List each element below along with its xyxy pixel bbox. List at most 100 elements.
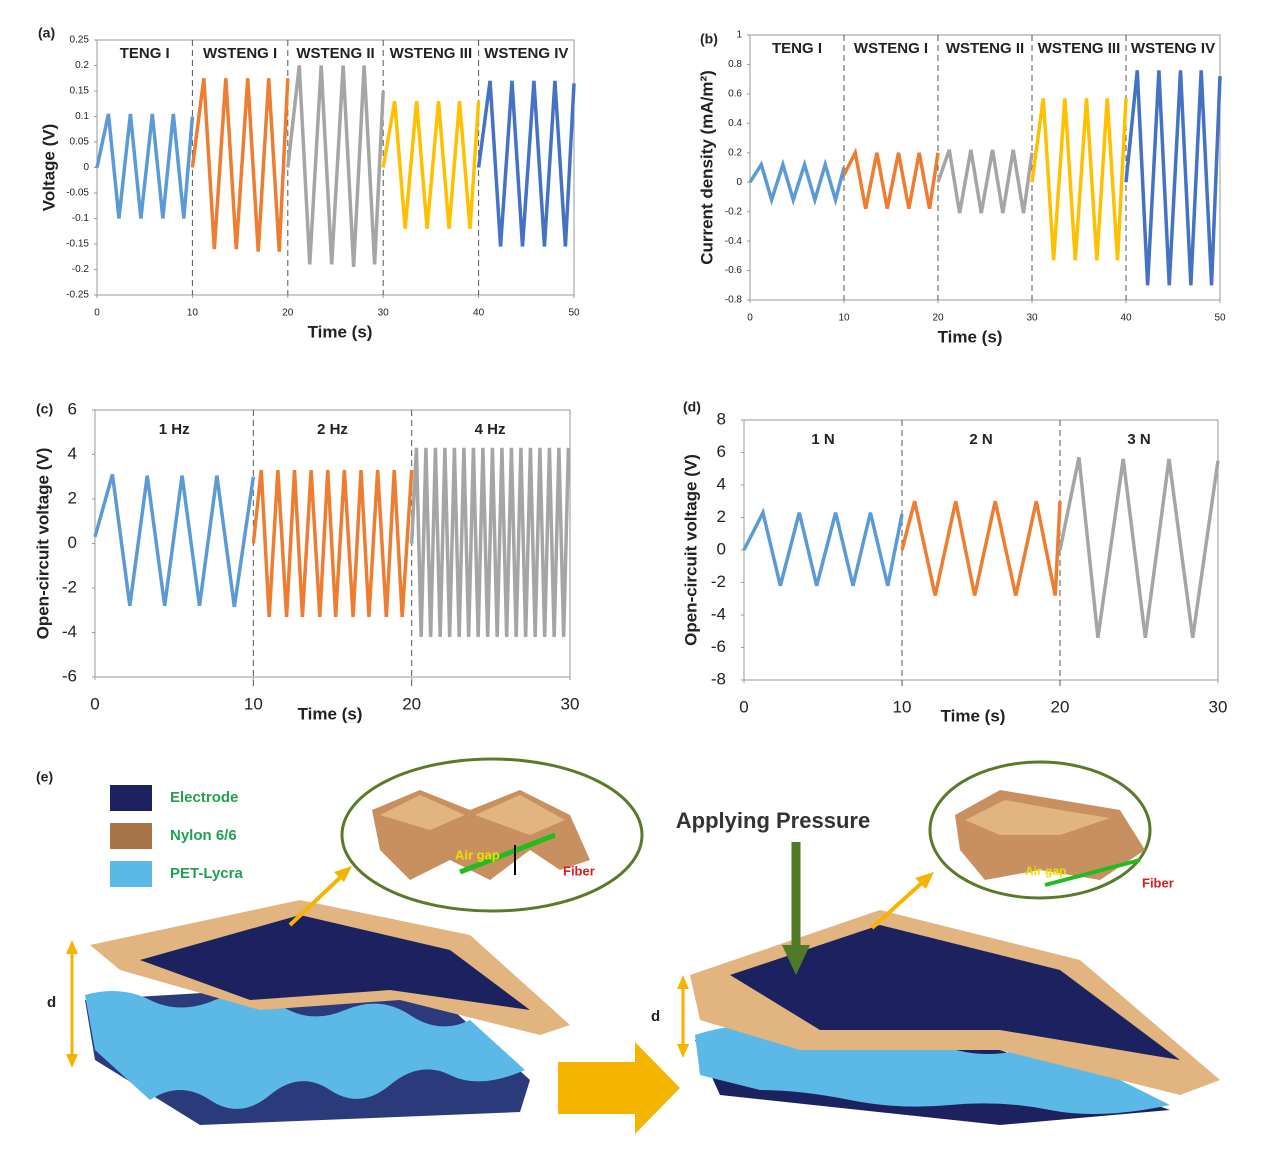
- electrode-layer: [730, 925, 1180, 1060]
- y-tick-label: -0.8: [725, 295, 743, 306]
- distance-label: d: [651, 1008, 660, 1025]
- y-tick-label: 0.2: [728, 147, 742, 158]
- y-tick-label: -8: [711, 669, 726, 688]
- data-line: [409, 447, 571, 637]
- y-tick-label: 4: [717, 474, 726, 493]
- panel-label: (e): [36, 769, 53, 785]
- y-tick-label: -0.6: [725, 265, 743, 276]
- segment-label: WSTENG I: [854, 40, 928, 57]
- y-tick-label: -0.05: [66, 188, 89, 199]
- x-axis-label: Time (s): [308, 322, 373, 341]
- y-tick-label: -2: [711, 572, 726, 591]
- transition-arrow: [558, 1042, 680, 1134]
- data-line: [842, 147, 940, 210]
- x-axis-label: Time (s): [941, 706, 1006, 725]
- legend-swatch: [110, 785, 152, 811]
- pet-lycra-layer: [85, 991, 525, 1109]
- y-tick-label: 6: [717, 442, 726, 461]
- legend-swatch: [110, 861, 152, 887]
- y-tick-label: -0.1: [72, 213, 90, 224]
- data-line: [1124, 70, 1222, 286]
- x-tick-label: 30: [378, 308, 390, 319]
- y-tick-label: 0.4: [728, 118, 742, 129]
- y-tick-label: 6: [68, 399, 77, 418]
- panel-label: (d): [683, 399, 701, 415]
- y-tick-label: -6: [62, 666, 77, 685]
- air-gap-label: Air gap: [455, 847, 500, 862]
- data-line: [190, 78, 290, 252]
- d-arrow-head: [677, 1044, 689, 1058]
- x-tick-label: 30: [561, 694, 580, 713]
- segment-label: TENG I: [120, 45, 170, 62]
- x-tick-label: 0: [739, 697, 748, 716]
- x-tick-label: 30: [1026, 313, 1038, 324]
- segment-label: 2 Hz: [317, 421, 348, 438]
- data-line: [476, 80, 576, 247]
- legend-label: Electrode: [170, 789, 238, 806]
- legend-label: Nylon 6/6: [170, 827, 237, 844]
- x-tick-label: 20: [932, 313, 944, 324]
- y-axis-label: Voltage (V): [39, 124, 58, 212]
- x-tick-label: 40: [473, 308, 485, 319]
- data-line: [900, 500, 1062, 596]
- x-tick-label: 50: [568, 308, 580, 319]
- pressure-arrow-head: [782, 945, 810, 975]
- y-tick-label: 1: [736, 30, 742, 41]
- d-arrow-head: [66, 940, 78, 954]
- y-tick-label: 4: [68, 444, 77, 463]
- panel-label: (a): [38, 25, 55, 41]
- x-tick-label: 10: [838, 313, 850, 324]
- segment-label: WSTENG II: [296, 45, 374, 62]
- x-tick-label: 40: [1120, 313, 1132, 324]
- data-line: [381, 100, 481, 229]
- y-tick-label: -2: [62, 577, 77, 596]
- data-line: [742, 507, 904, 587]
- y-tick-label: 2: [68, 488, 77, 507]
- data-line: [95, 113, 195, 219]
- fiber-detail: [380, 795, 465, 830]
- panel-label: (b): [700, 31, 718, 47]
- zoom-arrow-head: [915, 872, 934, 889]
- data-line: [251, 469, 414, 618]
- diagram: (e) Electrode Nylon 6/6 PET-Lycra d Air …: [36, 757, 1220, 1134]
- fiber-label: Fiber: [1142, 875, 1174, 890]
- y-tick-label: 2: [717, 507, 726, 526]
- action-label: Applying Pressure: [676, 808, 870, 833]
- x-tick-label: 20: [402, 694, 421, 713]
- y-tick-label: -0.25: [66, 290, 89, 301]
- y-tick-label: 0.25: [70, 35, 90, 46]
- fiber-line: [459, 832, 556, 875]
- y-tick-label: -4: [711, 604, 726, 623]
- y-tick-label: 0.15: [70, 86, 90, 97]
- data-line: [1030, 98, 1128, 261]
- data-line: [936, 149, 1034, 214]
- segment-label: WSTENG IV: [484, 45, 568, 62]
- y-axis-label: Current density (mA/m²): [697, 70, 716, 265]
- y-tick-label: -0.4: [725, 236, 743, 247]
- data-line: [748, 158, 846, 207]
- plot-frame: [749, 34, 1221, 301]
- distance-label: d: [47, 994, 56, 1011]
- segment-label: 2 N: [969, 431, 992, 448]
- x-tick-label: 20: [282, 308, 294, 319]
- segment-label: WSTENG I: [203, 45, 277, 62]
- segment-label: WSTENG IV: [1131, 40, 1215, 57]
- y-tick-label: 0.6: [728, 89, 742, 100]
- y-tick-label: 0: [83, 162, 89, 173]
- air-gap-label: Air gap: [1025, 864, 1066, 878]
- y-axis-label: Open-circuit voltage (V): [681, 454, 700, 646]
- x-tick-label: 10: [893, 697, 912, 716]
- segment-label: WSTENG II: [946, 40, 1024, 57]
- y-axis-label: Open-circuit voltage (V): [33, 448, 52, 640]
- panel-label: (c): [36, 401, 53, 417]
- data-line: [1058, 457, 1220, 638]
- x-tick-label: 50: [1214, 313, 1226, 324]
- x-tick-label: 10: [244, 694, 263, 713]
- y-tick-label: -0.15: [66, 239, 89, 250]
- y-tick-label: -0.2: [72, 264, 90, 275]
- zoom-arrow: [288, 871, 347, 927]
- x-tick-label: 0: [90, 694, 99, 713]
- fiber-line: [1044, 858, 1141, 887]
- y-tick-label: 0: [717, 539, 726, 558]
